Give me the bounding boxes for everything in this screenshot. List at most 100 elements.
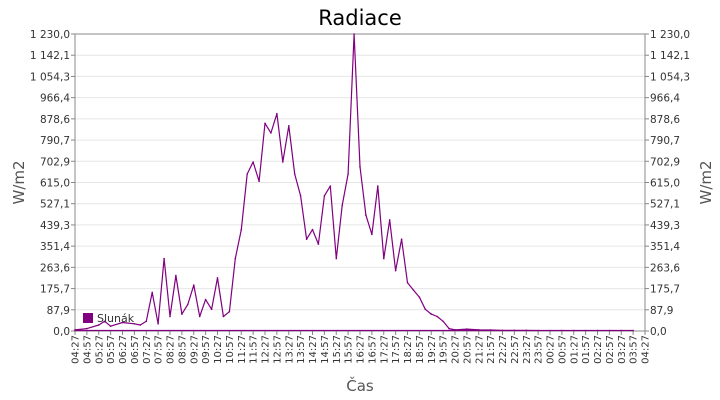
x-tick-label: 17:27 (379, 335, 390, 364)
data-point (454, 329, 456, 331)
data-point (388, 219, 391, 221)
data-point (109, 325, 112, 328)
data-point (525, 329, 528, 332)
data-point (323, 195, 326, 197)
data-point (74, 329, 76, 332)
data-point (394, 269, 397, 272)
y-tick-label-right: 87,9 (650, 305, 673, 317)
data-point (537, 329, 539, 332)
x-tick-label: 06:57 (130, 335, 141, 364)
data-point (234, 257, 237, 260)
data-point (133, 323, 136, 325)
data-point (121, 321, 124, 324)
data-point (573, 329, 575, 332)
data-point (442, 320, 444, 323)
data-point (222, 315, 225, 318)
legend-label: Slunák (97, 312, 135, 325)
y-tick-label-left: 1 054,3 (30, 71, 70, 83)
x-tick-label: 07:57 (154, 335, 165, 364)
y-tick-label-left: 702,9 (40, 156, 70, 168)
data-point (276, 112, 278, 115)
y-tick-label-left: 1 142,1 (30, 50, 70, 62)
x-tick-label: 16:57 (367, 335, 378, 364)
y-tick-label-left: 1 230,0 (30, 29, 70, 41)
data-point (436, 315, 439, 318)
data-point (418, 296, 421, 299)
x-tick-label: 04:27 (71, 335, 82, 364)
x-tick-label: 23:27 (522, 335, 533, 364)
x-tick-label: 09:57 (201, 335, 212, 364)
x-tick-label: 02:27 (593, 335, 604, 364)
y-tick-label-right: 263,6 (650, 262, 680, 274)
data-point (193, 284, 195, 286)
x-tick-label: 09:27 (189, 335, 200, 364)
data-point (181, 313, 183, 315)
data-point (163, 257, 165, 260)
x-tick-label: 06:27 (118, 335, 129, 364)
x-tick-label: 21:57 (486, 335, 497, 364)
x-tick-label: 05:57 (106, 335, 117, 364)
data-point (341, 204, 344, 207)
y-tick-label-right: 1 142,1 (650, 50, 690, 62)
y-axis-label-right: W/m2 (697, 160, 715, 204)
y-tick-label-right: 966,4 (650, 93, 680, 105)
data-point (561, 329, 563, 332)
grid (75, 33, 645, 332)
y-tick-label-left: 878,6 (40, 114, 70, 126)
data-point (466, 328, 468, 330)
x-tick-label: 08:27 (166, 335, 177, 364)
x-tick-label: 11:57 (249, 335, 260, 364)
data-point (288, 125, 290, 127)
x-tick-label: 07:27 (142, 335, 153, 364)
data-point (103, 320, 106, 323)
x-tick-label: 03:27 (617, 335, 628, 364)
data-point (383, 257, 385, 260)
data-point (317, 243, 320, 245)
y-axis-label-left: W/m2 (10, 160, 28, 204)
data-point (216, 277, 219, 279)
x-tick-label: 15:57 (344, 335, 355, 364)
x-tick-label: 12:27 (261, 335, 272, 364)
chart-title: Radiace (318, 6, 402, 30)
x-tick-label: 04:57 (82, 335, 93, 364)
y-tick-label-right: 790,7 (650, 135, 680, 147)
x-tick-label: 22:57 (510, 335, 521, 364)
data-point (86, 327, 88, 330)
data-point (412, 289, 415, 291)
data-point (210, 308, 213, 311)
x-tick-label: 14:27 (308, 335, 319, 364)
x-tick-label: 20:27 (451, 335, 462, 364)
x-tick-label: 03:57 (629, 335, 640, 364)
y-tick-label-left: 87,9 (47, 305, 70, 317)
x-tick-label: 10:27 (213, 335, 224, 364)
x-tick-label: 11:27 (237, 335, 248, 364)
y-tick-label-left: 351,4 (40, 241, 70, 253)
data-point (139, 324, 142, 326)
data-point (175, 274, 177, 277)
x-tick-label: 01:27 (569, 335, 580, 364)
x-tick-label: 00:27 (546, 335, 557, 364)
data-point (584, 329, 587, 332)
y-tick-label-left: 527,1 (40, 199, 70, 211)
data-point (359, 166, 361, 168)
y-tick-label-left: 966,4 (40, 93, 70, 105)
y-tick-label-right: 527,1 (650, 199, 680, 211)
x-tick-label: 19:57 (439, 335, 450, 364)
x-axis-label: Čas (346, 376, 374, 395)
x-tick-label: 15:27 (332, 335, 343, 364)
data-point (365, 214, 367, 216)
data-point (270, 132, 272, 134)
data-point (478, 329, 480, 331)
data-point (513, 329, 516, 332)
y-tick-label-left: 790,7 (40, 135, 70, 147)
data-point (258, 180, 260, 183)
data-point (608, 329, 611, 332)
y-tick-label-right: 1 054,3 (650, 71, 690, 83)
y-tick-label-right: 0,0 (650, 326, 667, 338)
x-tick-label: 16:27 (356, 335, 367, 364)
data-point (169, 315, 171, 318)
data-point (228, 310, 231, 313)
data-point (632, 329, 634, 332)
